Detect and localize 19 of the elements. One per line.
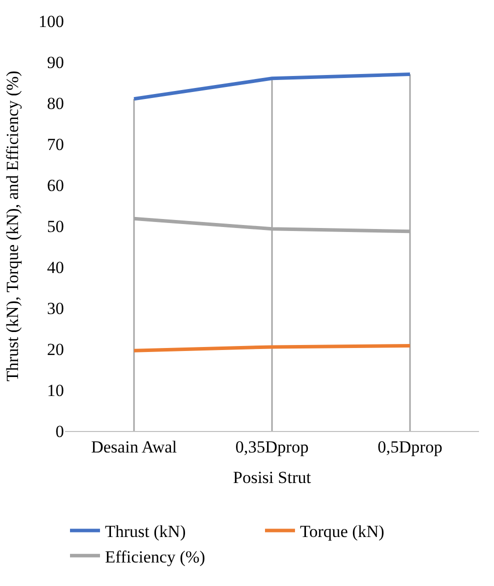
legend-label: Torque (kN) bbox=[300, 522, 384, 542]
y-tick-label: 0 bbox=[56, 422, 64, 441]
y-tick-label: 80 bbox=[47, 94, 64, 113]
y-tick-label: 50 bbox=[47, 216, 64, 236]
y-tick-label: 60 bbox=[47, 176, 64, 195]
x-tick-label: Desain Awal bbox=[91, 437, 178, 456]
y-tick-label: 100 bbox=[38, 12, 64, 31]
y-tick-label: 40 bbox=[47, 258, 64, 277]
x-tick-label: 0,35Dprop bbox=[235, 437, 309, 456]
x-tick-label: 0,5Dprop bbox=[378, 437, 442, 456]
y-axis-title: Thrust (kN), Torque (kN), and Efficiency (%) bbox=[3, 70, 22, 382]
legend-label: Efficiency (%) bbox=[105, 547, 206, 566]
legend-label: Thrust (kN) bbox=[105, 522, 186, 542]
y-tick-label: 20 bbox=[47, 340, 64, 359]
y-tick-label: 10 bbox=[47, 380, 64, 400]
y-tick-label: 30 bbox=[47, 298, 64, 318]
y-tick-label: 90 bbox=[47, 52, 64, 72]
x-axis-title: Posisi Strut bbox=[233, 468, 312, 487]
y-tick-label: 70 bbox=[47, 134, 64, 154]
